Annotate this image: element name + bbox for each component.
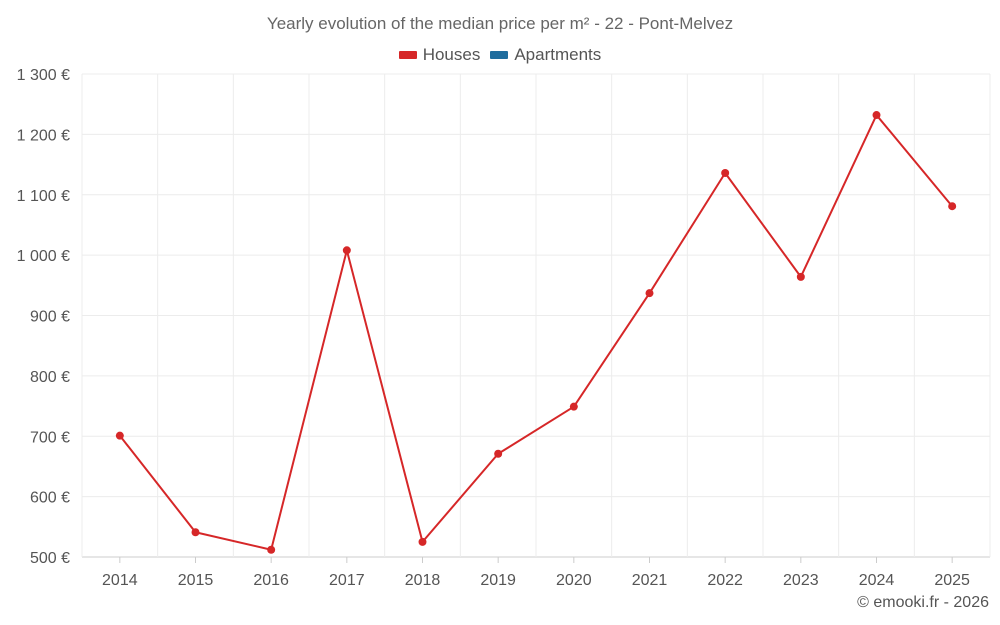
legend-label-apartments: Apartments: [514, 45, 602, 64]
x-tick-label: 2014: [102, 572, 138, 589]
y-tick-label: 700 €: [30, 429, 70, 446]
y-tick-label: 900 €: [30, 309, 70, 326]
legend-swatch-houses: [398, 51, 417, 59]
chart-title: Yearly evolution of the median price per…: [266, 14, 734, 33]
data-point-houses[interactable]: 2014: 701 €: [115, 431, 124, 440]
data-point-houses[interactable]: 2018: 525 €: [418, 537, 427, 546]
legend-item-houses[interactable]: Houses: [398, 45, 481, 65]
legend-swatch-apartments: [490, 51, 509, 59]
x-tick-label: 2015: [178, 572, 214, 589]
series-line-houses: [119, 114, 953, 551]
y-tick-label: 1 200 €: [17, 127, 70, 144]
x-tick-label: 2024: [859, 572, 895, 589]
data-point-houses[interactable]: 2017: 1008 €: [342, 246, 351, 255]
x-tick-label: 2017: [329, 572, 365, 589]
data-point-houses[interactable]: 2022: 1136 €: [721, 169, 730, 178]
data-point-houses[interactable]: 2015: 541 €: [191, 528, 200, 537]
data-point-houses[interactable]: 2023: 964 €: [796, 272, 805, 281]
chart-legend: Houses Apartments: [0, 45, 1000, 65]
x-tick-label: 2020: [556, 572, 592, 589]
data-point-houses[interactable]: 2021: 937 €: [645, 289, 654, 298]
x-tick-label: 2018: [405, 572, 441, 589]
x-tick-label: 2021: [632, 572, 668, 589]
credit-text: © emooki.fr - 2026: [857, 594, 989, 611]
x-tick-label: 2023: [783, 572, 819, 589]
y-tick-label: 500 €: [30, 550, 70, 567]
data-point-houses[interactable]: 2025: 1081 €: [948, 202, 957, 211]
data-point-houses[interactable]: 2020: 749 €: [569, 402, 578, 411]
y-tick-label: 1 100 €: [17, 188, 70, 205]
data-point-houses[interactable]: 2019: 671 €: [494, 449, 503, 458]
x-tick-label: 2022: [707, 572, 743, 589]
data-point-houses[interactable]: 2016: 512 €: [267, 545, 276, 554]
x-tick-label: 2016: [253, 572, 289, 589]
legend-item-apartments[interactable]: Apartments: [490, 45, 601, 65]
x-tick-label: 2019: [480, 572, 516, 589]
y-tick-label: 800 €: [30, 369, 70, 386]
y-tick-label: 600 €: [30, 490, 70, 507]
legend-label-houses: Houses: [422, 45, 481, 64]
x-tick-label: 2025: [934, 572, 970, 589]
y-tick-label: 1 000 €: [17, 248, 70, 265]
data-point-houses[interactable]: 2024: 1232 €: [872, 111, 881, 120]
y-tick-label: 1 300 €: [17, 67, 70, 84]
